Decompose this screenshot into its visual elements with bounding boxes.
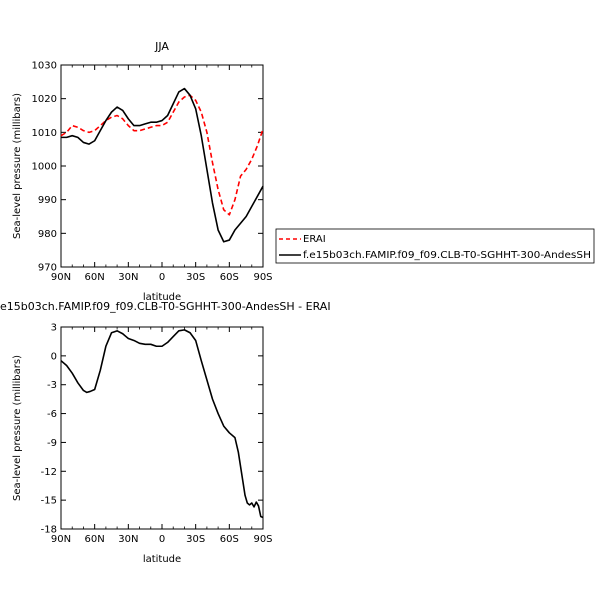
y-tick-label: 980	[38, 229, 57, 240]
legend-label-model: f.e15b03ch.FAMIP.f09_f09.CLB-T0-SGHHT-30…	[303, 250, 591, 261]
x-tick-label: 60N	[85, 272, 105, 283]
x-tick-label: 30N	[118, 534, 138, 545]
y-tick-label: 3	[51, 323, 57, 334]
y-tick-label: -9	[47, 438, 57, 449]
legend: ERAI f.e15b03ch.FAMIP.f09_f09.CLB-T0-SGH…	[275, 228, 595, 264]
top-plot-frame	[60, 64, 264, 268]
x-tick-label: 90S	[253, 272, 272, 283]
bottom-panel: f.e15b03ch.FAMIP.f09_f09.CLB-T0-SGHHT-30…	[0, 300, 331, 565]
bottom-chart-title: f.e15b03ch.FAMIP.f09_f09.CLB-T0-SGHHT-30…	[0, 300, 331, 313]
y-tick-label: 970	[38, 263, 57, 274]
legend-label-erai: ERAI	[303, 234, 326, 245]
series-line-0	[60, 94, 264, 216]
x-tick-label: 30N	[118, 272, 138, 283]
x-tick-label: 60N	[85, 534, 105, 545]
y-tick-label: -18	[41, 525, 57, 536]
top-chart-title: JJA	[154, 40, 169, 53]
series-line-0	[60, 329, 264, 519]
series-line-1	[61, 87, 264, 243]
y-tick-label: 1000	[32, 162, 57, 173]
x-tick-label: 30S	[186, 534, 205, 545]
y-tick-label: 1030	[32, 61, 57, 72]
x-tick-label: 90N	[51, 272, 71, 283]
y-tick-label: -15	[41, 496, 57, 507]
y-tick-label: -3	[47, 380, 57, 391]
y-tick-label: 0	[51, 351, 57, 362]
legend-box	[275, 228, 595, 264]
y-tick-label: 1020	[32, 94, 57, 105]
x-tick-label: 30S	[186, 272, 205, 283]
x-tick-label: 0	[159, 272, 165, 283]
y-tick-label: 1010	[32, 128, 57, 139]
y-tick-label: 990	[38, 195, 57, 206]
y-tick-label: -12	[41, 467, 57, 478]
top-panel: JJA 90N 60N 30N 0 30S 60S 90S 970 980 990 1000 1010…	[12, 40, 273, 303]
bottom-y-axis-label: Sea-level pressure (millibars)	[12, 355, 23, 501]
x-tick-label: 60S	[220, 534, 239, 545]
x-tick-label: 0	[159, 534, 165, 545]
x-tick-label: 60S	[220, 272, 239, 283]
x-tick-label: 90S	[253, 534, 272, 545]
bottom-x-axis-label: latitude	[143, 554, 181, 565]
x-tick-label: 90N	[51, 534, 71, 545]
y-tick-label: -6	[47, 409, 57, 420]
bottom-plot-frame	[60, 326, 264, 530]
top-y-axis-label: Sea-level pressure (millibars)	[12, 93, 23, 239]
top-x-axis-label: latitude	[143, 292, 181, 303]
